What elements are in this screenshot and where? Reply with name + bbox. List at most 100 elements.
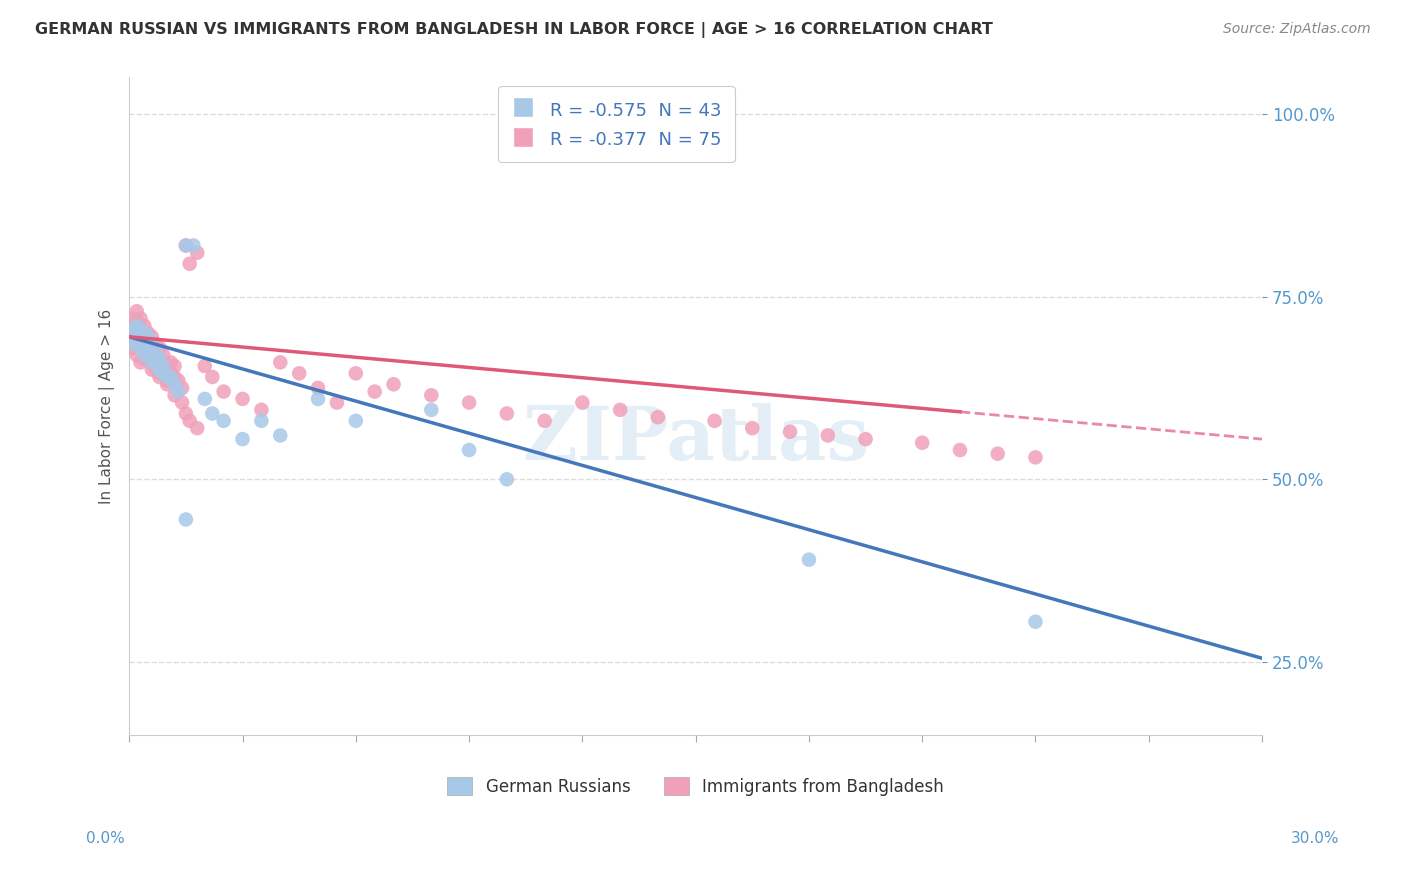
Text: GERMAN RUSSIAN VS IMMIGRANTS FROM BANGLADESH IN LABOR FORCE | AGE > 16 CORRELATI: GERMAN RUSSIAN VS IMMIGRANTS FROM BANGLA… <box>35 22 993 38</box>
Point <box>125 326 148 340</box>
Point <box>307 381 329 395</box>
Point <box>152 348 174 362</box>
Point <box>420 388 443 402</box>
Point <box>125 348 148 362</box>
Point <box>212 414 235 428</box>
Point <box>136 330 159 344</box>
Point <box>159 355 181 369</box>
Point <box>134 318 156 333</box>
Point <box>186 245 208 260</box>
Point <box>174 238 197 252</box>
Point <box>1024 615 1046 629</box>
Point <box>420 402 443 417</box>
Point <box>141 330 163 344</box>
Point <box>152 367 174 381</box>
Point <box>145 355 167 369</box>
Point <box>141 362 163 376</box>
Point <box>148 362 170 376</box>
Point <box>194 359 217 373</box>
Point <box>174 238 197 252</box>
Point <box>571 395 593 409</box>
Point <box>145 337 167 351</box>
Point <box>201 407 224 421</box>
Point <box>363 384 385 399</box>
Point <box>129 341 152 355</box>
Legend: German Russians, Immigrants from Bangladesh: German Russians, Immigrants from Banglad… <box>440 771 950 802</box>
Text: Source: ZipAtlas.com: Source: ZipAtlas.com <box>1223 22 1371 37</box>
Point <box>141 355 163 369</box>
Point <box>122 326 145 340</box>
Point <box>163 359 186 373</box>
Point <box>125 315 148 329</box>
Point <box>495 472 517 486</box>
Point <box>609 402 631 417</box>
Point <box>145 362 167 376</box>
Point <box>797 552 820 566</box>
Point <box>326 395 349 409</box>
Y-axis label: In Labor Force | Age > 16: In Labor Force | Age > 16 <box>100 309 115 504</box>
Point <box>122 322 145 336</box>
Point <box>159 370 181 384</box>
Point <box>129 330 152 344</box>
Point <box>779 425 801 439</box>
Point <box>855 432 877 446</box>
Point <box>194 392 217 406</box>
Point <box>156 374 179 388</box>
Point <box>179 414 201 428</box>
Point <box>167 374 190 388</box>
Text: 30.0%: 30.0% <box>1291 831 1339 846</box>
Point <box>122 311 145 326</box>
Point <box>145 344 167 359</box>
Point <box>269 355 291 369</box>
Point <box>122 330 145 344</box>
Point <box>156 362 179 376</box>
Point <box>136 337 159 351</box>
Point <box>174 407 197 421</box>
Point <box>288 367 311 381</box>
Point <box>533 414 555 428</box>
Point <box>183 238 205 252</box>
Point <box>163 370 186 384</box>
Point <box>141 355 163 369</box>
Point <box>250 414 273 428</box>
Point <box>307 392 329 406</box>
Point <box>152 355 174 369</box>
Point <box>647 410 669 425</box>
Point <box>136 348 159 362</box>
Point <box>344 414 367 428</box>
Point <box>179 257 201 271</box>
Text: ZIPatlas: ZIPatlas <box>522 402 869 475</box>
Point <box>495 407 517 421</box>
Point <box>458 395 481 409</box>
Point <box>250 402 273 417</box>
Point <box>129 337 152 351</box>
Point <box>817 428 839 442</box>
Point <box>1024 450 1046 465</box>
Point <box>134 337 156 351</box>
Point <box>156 370 179 384</box>
Point <box>212 384 235 399</box>
Point <box>382 377 405 392</box>
Point <box>148 351 170 366</box>
Point <box>344 367 367 381</box>
Point <box>136 344 159 359</box>
Point <box>134 326 156 340</box>
Point <box>163 388 186 402</box>
Text: 0.0%: 0.0% <box>86 831 125 846</box>
Point <box>122 337 145 351</box>
Point <box>186 421 208 435</box>
Point <box>145 348 167 362</box>
Point <box>148 370 170 384</box>
Point <box>125 318 148 333</box>
Point <box>148 341 170 355</box>
Point <box>125 330 148 344</box>
Point <box>172 395 194 409</box>
Point <box>174 512 197 526</box>
Point <box>122 341 145 355</box>
Point <box>125 304 148 318</box>
Point <box>703 414 725 428</box>
Point <box>136 337 159 351</box>
Point <box>163 377 186 392</box>
Point <box>167 384 190 399</box>
Point <box>134 351 156 366</box>
